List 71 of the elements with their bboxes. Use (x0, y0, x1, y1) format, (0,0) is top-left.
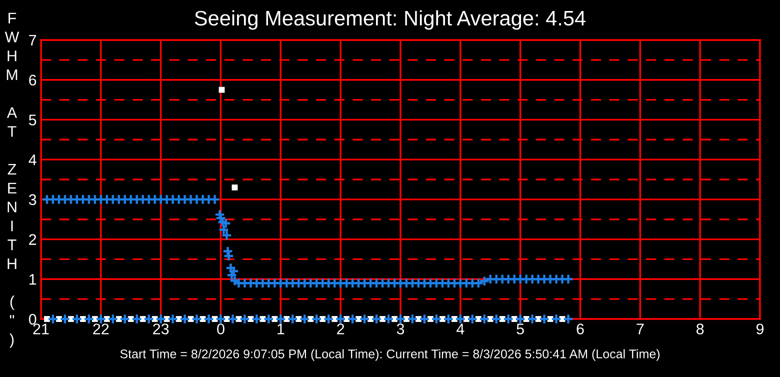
point (155, 314, 166, 324)
point (466, 314, 478, 324)
y-tick-label: 2 (29, 234, 36, 245)
point (490, 314, 502, 324)
x-tick-label: 1 (278, 324, 284, 334)
point (203, 314, 214, 324)
point (215, 314, 226, 324)
point (371, 314, 382, 324)
point (275, 314, 286, 324)
point (454, 314, 466, 324)
x-tick-label: 7 (636, 324, 644, 334)
point (311, 314, 322, 324)
point (143, 314, 154, 324)
point (263, 314, 274, 324)
x-tick-label: 6 (576, 324, 584, 334)
point (287, 314, 298, 324)
point (44, 316, 50, 322)
point (218, 86, 225, 93)
point (59, 314, 70, 324)
point (406, 314, 418, 324)
y-tick-label: 6 (29, 74, 36, 86)
point (347, 314, 358, 324)
point (538, 314, 550, 324)
y-tick-label: 7 (29, 35, 36, 46)
point (442, 314, 454, 324)
x-tick-label: 4 (456, 324, 464, 334)
text: Start Time = 8/2/2026 9:07:05 PM (Local Time): Current Time = 8/3/2026 5:50:41 AM (Local Time) (120, 349, 660, 361)
point (107, 314, 118, 324)
chart-title: Seeing Measurement: Night Average: 4.54 (194, 10, 586, 30)
point (232, 184, 238, 190)
point (418, 314, 430, 324)
y-tick-label: 5 (28, 114, 36, 126)
point (430, 314, 442, 324)
x-tick-label: 0 (217, 324, 224, 334)
point (191, 314, 202, 324)
point (395, 314, 406, 324)
x-tick-label: 21 (33, 324, 49, 334)
point (83, 314, 94, 324)
y-tick-label: 3 (28, 194, 36, 206)
point (239, 314, 250, 324)
x-tick-label: 9 (756, 324, 764, 334)
point (323, 314, 334, 324)
point (251, 314, 262, 324)
point (47, 314, 58, 324)
y-tick-label: 4 (28, 154, 36, 166)
point (359, 314, 370, 324)
point (167, 314, 178, 324)
x-tick-label: 23 (153, 324, 169, 334)
x-tick-label: 22 (93, 324, 109, 334)
x-tick-label: 2 (337, 324, 344, 334)
point (526, 314, 538, 324)
point (71, 314, 82, 324)
point (514, 314, 526, 324)
x-tick-label: 5 (516, 324, 524, 334)
y-tick-label: 0 (28, 314, 36, 325)
point (119, 314, 130, 324)
point (550, 314, 562, 324)
point (95, 314, 106, 324)
x-tick-label: 3 (396, 324, 404, 334)
text: FWHM AT ZENITH (") (4, 12, 20, 348)
point (131, 314, 142, 324)
y-tick-label: 1 (30, 274, 36, 285)
point (502, 314, 514, 324)
point (335, 314, 346, 324)
point (299, 314, 310, 324)
point (227, 314, 238, 324)
point (383, 314, 394, 324)
point (562, 314, 574, 324)
point (179, 314, 190, 324)
point (478, 314, 490, 324)
x-tick-label: 8 (696, 324, 704, 334)
